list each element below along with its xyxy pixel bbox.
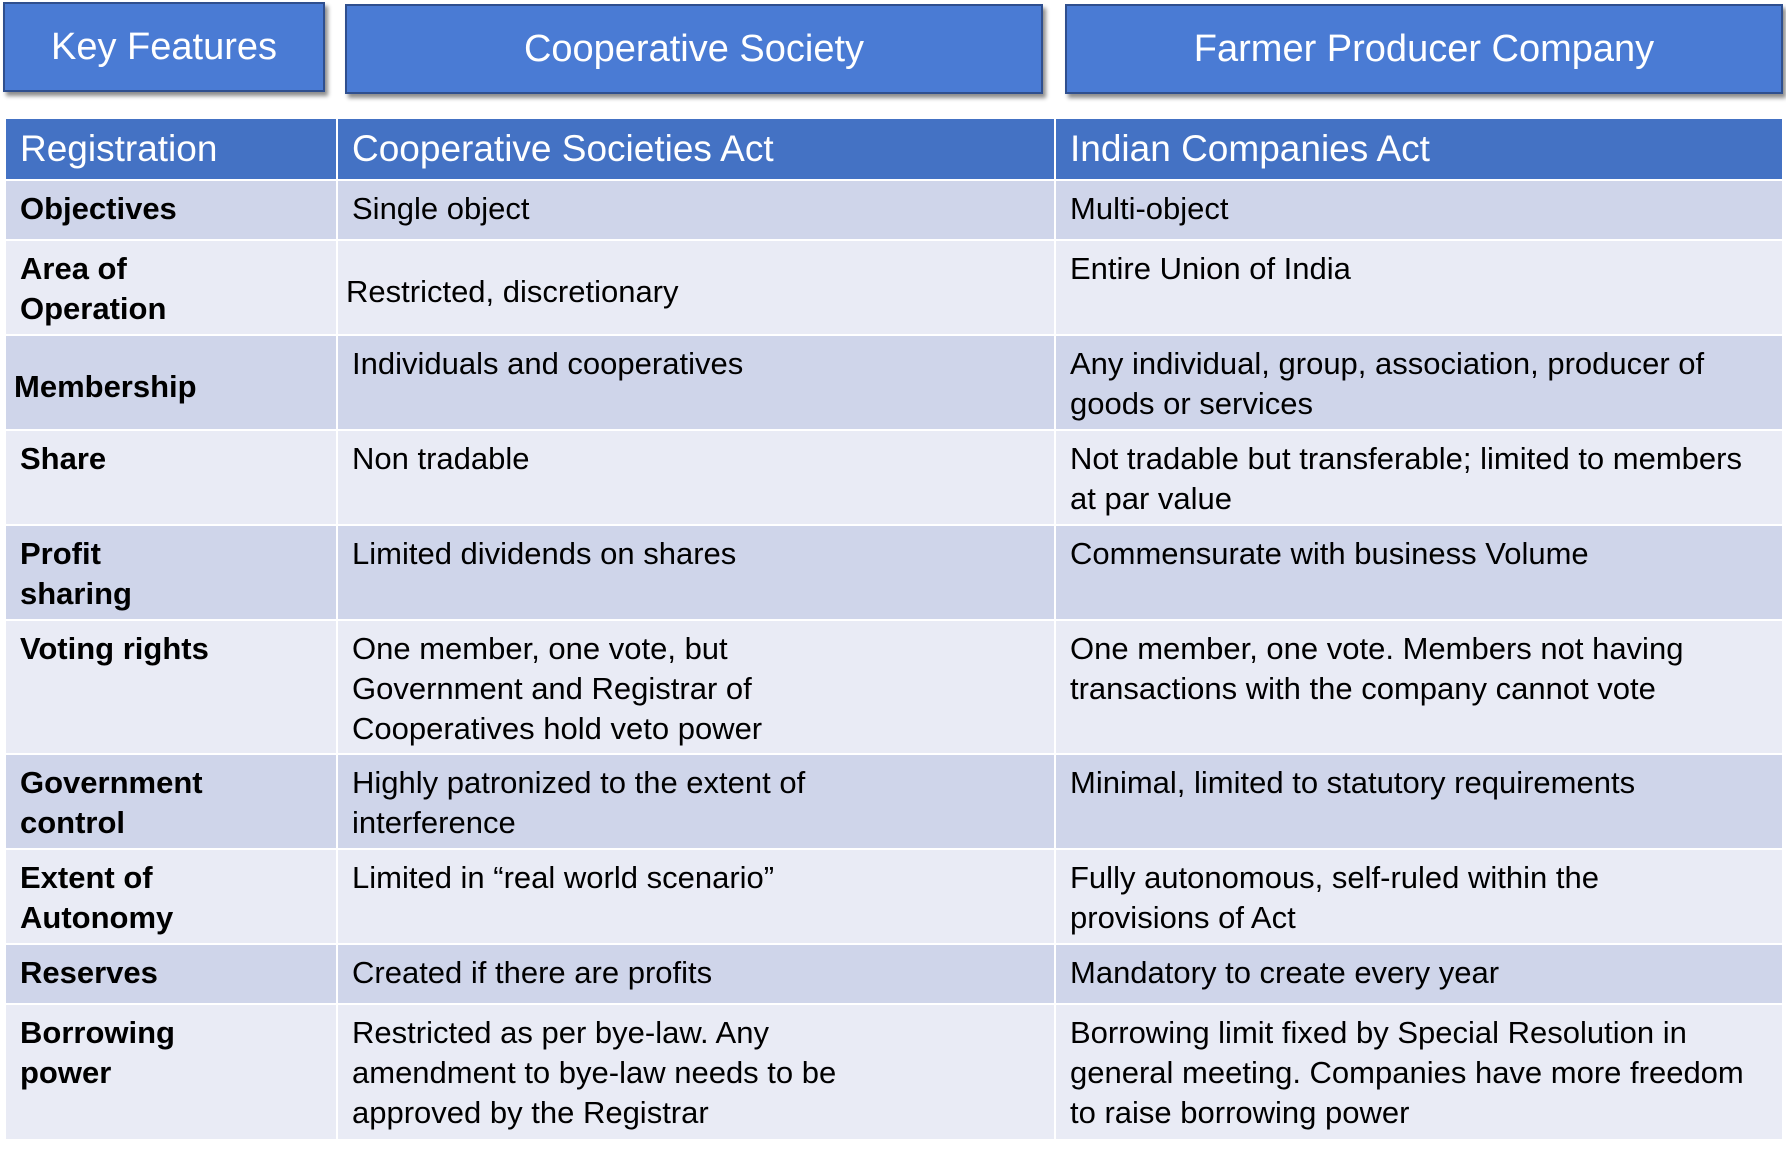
cooperative-cell: One member, one vote, but Government and… bbox=[336, 619, 1056, 755]
feature-text: Area of Operation bbox=[20, 251, 167, 326]
fpc-cell: Not tradable but transferable; limited t… bbox=[1054, 429, 1784, 526]
feature-text: Profit sharing bbox=[20, 536, 132, 611]
fpc-cell: Multi-object bbox=[1054, 179, 1784, 241]
table-row-government-control: Government control Highly patronized to … bbox=[4, 753, 1784, 850]
feature-cell: Profit sharing bbox=[4, 524, 338, 621]
fpc-cell: Indian Companies Act bbox=[1054, 117, 1784, 181]
header-key-features: Key Features bbox=[3, 2, 325, 92]
feature-text: Extent of Autonomy bbox=[20, 860, 174, 935]
cooperative-cell: Individuals and cooperatives bbox=[336, 334, 1056, 431]
table-row-area-of-operation: Area of Operation Restricted, discretion… bbox=[4, 239, 1784, 336]
cooperative-cell: Created if there are profits bbox=[336, 943, 1056, 1005]
table-row-registration: Registration Cooperative Societies Act I… bbox=[4, 117, 1784, 181]
fpc-cell: Minimal, limited to statutory requiremen… bbox=[1054, 753, 1784, 850]
fpc-cell: Fully autonomous, self-ruled within the … bbox=[1054, 848, 1784, 945]
feature-cell: Registration bbox=[4, 117, 338, 181]
cooperative-text: One member, one vote, but Government and… bbox=[352, 631, 763, 746]
fpc-cell: Commensurate with business Volume bbox=[1054, 524, 1784, 621]
cooperative-cell: Non tradable bbox=[336, 429, 1056, 526]
header-farmer-producer-company-label: Farmer Producer Company bbox=[1193, 27, 1655, 70]
feature-cell: Reserves bbox=[4, 943, 338, 1005]
header-cooperative-society-label: Cooperative Society bbox=[523, 27, 865, 70]
fpc-cell: Borrowing limit fixed by Special Resolut… bbox=[1054, 1003, 1784, 1141]
fpc-cell: Entire Union of India bbox=[1054, 239, 1784, 336]
feature-cell: Area of Operation bbox=[4, 239, 338, 336]
cooperative-cell: Limited dividends on shares bbox=[336, 524, 1056, 621]
feature-cell: Government control bbox=[4, 753, 338, 850]
cooperative-cell: Restricted, discretionary bbox=[336, 239, 1056, 336]
cooperative-cell: Cooperative Societies Act bbox=[336, 117, 1056, 181]
table-row-membership: Membership Individuals and cooperatives … bbox=[4, 334, 1784, 431]
fpc-text: Fully autonomous, self-ruled within the … bbox=[1070, 860, 1599, 935]
feature-cell: Voting rights bbox=[4, 619, 338, 755]
comparison-table: Registration Cooperative Societies Act I… bbox=[4, 117, 1784, 1141]
feature-text: Borrowing power bbox=[20, 1015, 175, 1090]
cooperative-text: Restricted as per bye-law. Any amendment… bbox=[352, 1015, 837, 1130]
header-farmer-producer-company: Farmer Producer Company bbox=[1065, 4, 1783, 94]
cooperative-cell: Limited in “real world scenario” bbox=[336, 848, 1056, 945]
feature-cell: Borrowing power bbox=[4, 1003, 338, 1141]
table-row-reserves: Reserves Created if there are profits Ma… bbox=[4, 943, 1784, 1005]
feature-cell: Extent of Autonomy bbox=[4, 848, 338, 945]
table-row-voting-rights: Voting rights One member, one vote, but … bbox=[4, 619, 1784, 755]
feature-cell: Membership bbox=[4, 334, 338, 431]
feature-cell: Objectives bbox=[4, 179, 338, 241]
table-row-share: Share Non tradable Not tradable but tran… bbox=[4, 429, 1784, 526]
header-cooperative-society: Cooperative Society bbox=[345, 4, 1043, 94]
cooperative-cell: Highly patronized to the extent of inter… bbox=[336, 753, 1056, 850]
table-row-borrowing-power: Borrowing power Restricted as per bye-la… bbox=[4, 1003, 1784, 1141]
header-key-features-label: Key Features bbox=[51, 25, 277, 68]
fpc-cell: One member, one vote. Members not having… bbox=[1054, 619, 1784, 755]
table-row-objectives: Objectives Single object Multi-object bbox=[4, 179, 1784, 241]
fpc-cell: Any individual, group, association, prod… bbox=[1054, 334, 1784, 431]
cooperative-text: Highly patronized to the extent of inter… bbox=[352, 765, 806, 840]
table-row-extent-of-autonomy: Extent of Autonomy Limited in “real worl… bbox=[4, 848, 1784, 945]
fpc-cell: Mandatory to create every year bbox=[1054, 943, 1784, 1005]
cooperative-cell: Restricted as per bye-law. Any amendment… bbox=[336, 1003, 1056, 1141]
feature-cell: Share bbox=[4, 429, 338, 526]
table-row-profit-sharing: Profit sharing Limited dividends on shar… bbox=[4, 524, 1784, 621]
cooperative-cell: Single object bbox=[336, 179, 1056, 241]
feature-text: Government control bbox=[20, 765, 203, 840]
